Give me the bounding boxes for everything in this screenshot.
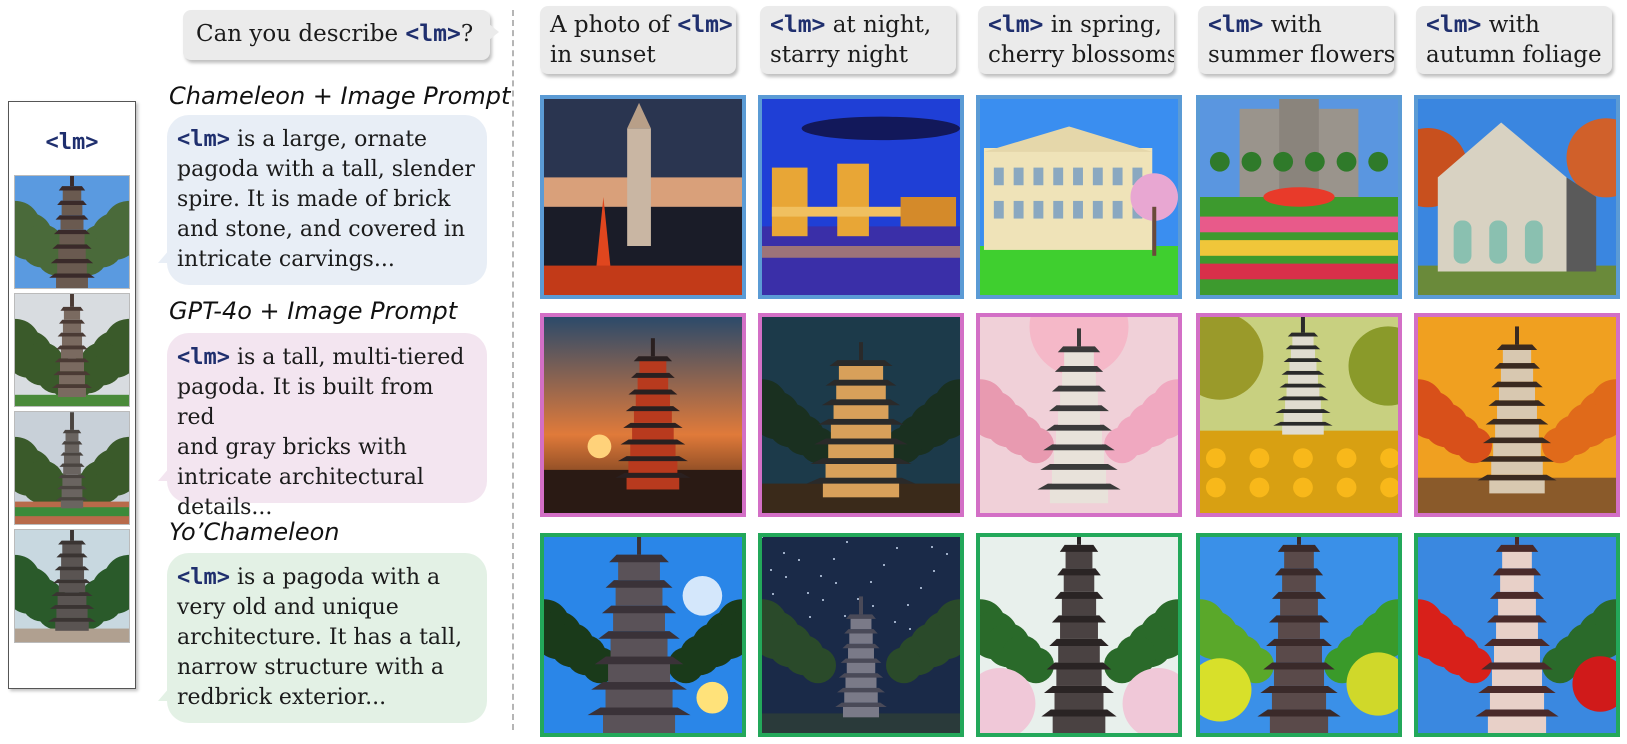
question-token: <lm> <box>405 21 461 47</box>
answer-line: is a pagoda with a <box>236 565 441 590</box>
generated-image-chameleon <box>540 95 746 299</box>
answer-line: is a large, ornate <box>236 127 428 152</box>
reference-photo <box>14 411 130 525</box>
question-text: Can you describe <box>196 21 406 47</box>
question-suffix: ? <box>460 21 474 47</box>
answer-line: spire. It is made of brick <box>177 187 451 212</box>
prompt-text: in spring, <box>1043 12 1162 38</box>
generated-image-yochameleon <box>758 533 964 737</box>
answer-line: narrow structure with a <box>177 655 445 680</box>
generated-image-gpt4o <box>976 313 1182 517</box>
generated-image-yochameleon <box>540 533 746 737</box>
prompt-token: <lm> <box>677 12 733 38</box>
prompt-night: <lm> at night, starry night <box>760 6 956 74</box>
method-title-chameleon: Chameleon + Image Prompt <box>169 82 511 110</box>
generated-image-gpt4o <box>758 313 964 517</box>
answer-line: intricate carvings... <box>177 247 395 272</box>
question-bubble: Can you describe <lm>? <box>183 10 499 60</box>
reference-photo <box>14 293 130 407</box>
answer-line: redbrick exterior... <box>177 685 387 710</box>
answer-line: is a tall, multi-tiered <box>236 345 465 370</box>
prompt-text: A photo of <box>550 12 678 38</box>
prompt-text: summer flowers <box>1208 42 1394 68</box>
prompt-token: <lm> <box>1426 12 1482 38</box>
generated-image-yochameleon <box>976 533 1182 737</box>
answer-line: intricate architectural <box>177 465 424 490</box>
generated-image-gpt4o <box>540 313 746 517</box>
answer-line: architecture. It has a tall, <box>177 625 463 650</box>
prompt-sunset: A photo of <lm> in sunset <box>540 6 736 74</box>
reference-photo <box>14 529 130 643</box>
prompt-token: <lm> <box>1208 12 1264 38</box>
answer-box-chameleon: <lm> is a large, ornate pagoda with a ta… <box>158 115 487 285</box>
generated-image-chameleon <box>976 95 1182 299</box>
method-title-yochameleon: Yo’Chameleon <box>169 518 340 546</box>
generated-image-chameleon <box>1414 95 1620 299</box>
prompt-text: with <box>1263 12 1322 38</box>
generated-image-chameleon <box>1196 95 1402 299</box>
answer-line: pagoda with a tall, slender <box>177 157 475 182</box>
answer-line: pagoda. It is built from red <box>177 375 434 430</box>
prompt-text: starry night <box>770 42 908 68</box>
method-title-gpt4o: GPT-4o + Image Prompt <box>169 297 458 325</box>
prompt-summer: <lm> with summer flowers <box>1198 6 1394 74</box>
answer-line: and gray bricks with <box>177 435 407 460</box>
answer-token: <lm> <box>177 127 230 152</box>
answer-box-yochameleon: <lm> is a pagoda with a very old and uni… <box>158 553 487 723</box>
answer-line: and stone, and covered in <box>177 217 466 242</box>
reference-token-label: <lm> <box>45 130 99 155</box>
prompt-spring: <lm> in spring, cherry blossoms <box>978 6 1174 74</box>
generated-image-yochameleon <box>1196 533 1402 737</box>
prompt-text: autumn foliage <box>1426 42 1602 68</box>
prompt-text: at night, <box>825 12 932 38</box>
generated-image-chameleon <box>758 95 964 299</box>
answer-box-gpt4o: <lm> is a tall, multi-tiered pagoda. It … <box>158 333 487 520</box>
reference-image-panel: <lm> <box>8 101 136 689</box>
generated-image-gpt4o <box>1196 313 1402 517</box>
answer-token: <lm> <box>177 565 230 590</box>
section-divider <box>512 10 514 730</box>
prompt-token: <lm> <box>770 12 826 38</box>
prompt-text: with <box>1481 12 1540 38</box>
generated-image-yochameleon <box>1414 533 1620 737</box>
prompt-token: <lm> <box>988 12 1044 38</box>
prompt-autumn: <lm> with autumn foliage <box>1416 6 1612 74</box>
prompt-text: in sunset <box>550 42 656 68</box>
reference-photo <box>14 175 130 289</box>
answer-line: details... <box>177 495 273 520</box>
answer-line: very old and unique <box>177 595 399 620</box>
prompt-text: cherry blossoms <box>988 42 1174 68</box>
answer-token: <lm> <box>177 345 230 370</box>
generated-image-gpt4o <box>1414 313 1620 517</box>
